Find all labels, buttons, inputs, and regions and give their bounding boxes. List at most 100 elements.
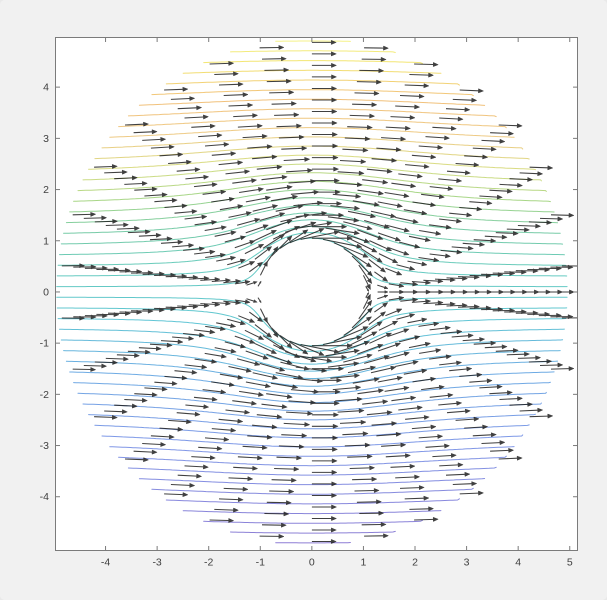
quiver-arrow-shaft (214, 508, 234, 511)
quiver-arrow-shaft (94, 165, 113, 168)
quiver-arrow-head (261, 445, 268, 450)
quiver-arrow-shaft (200, 303, 216, 305)
quiver-arrow-head (254, 361, 261, 366)
quiver-arrow-shaft (439, 464, 459, 467)
quiver-arrow-shaft (114, 404, 133, 407)
quiver-arrow-head (464, 107, 471, 113)
quiver-arrow-head (168, 434, 175, 440)
quiver-arrow-shaft (472, 147, 492, 150)
quiver-arrow-shaft (418, 145, 438, 148)
quiver-arrow-head (524, 227, 531, 233)
quiver-arrow-head (331, 120, 338, 126)
quiver-arrow-head (353, 217, 360, 223)
quiver-arrow-head (199, 332, 206, 338)
quiver-arrow-head (155, 232, 162, 238)
quiver-arrow-shaft (357, 345, 379, 355)
quiver-arrow-shaft (347, 210, 371, 217)
quiver-arrow-shaft (385, 455, 406, 458)
quiver-arrow-shaft (216, 322, 231, 327)
quiver-arrow-head (257, 187, 265, 193)
quiver-arrow-head (403, 227, 411, 233)
quiver-arrow-shaft (386, 353, 405, 360)
y-tick-label: 3 (43, 133, 49, 145)
quiver-arrow-head (203, 275, 210, 281)
quiver-arrow-shaft (419, 229, 437, 234)
quiver-arrow-head (405, 453, 412, 459)
quiver-arrow-shaft (399, 487, 420, 489)
quiver-arrow-head (256, 316, 264, 323)
quiver-arrow-head (447, 392, 454, 398)
streamline (127, 108, 497, 118)
quiver-arrow-shaft (254, 231, 273, 242)
quiver-arrow-head (527, 177, 534, 182)
quiver-arrow-head (479, 337, 486, 342)
y-tick-label: -1 (40, 338, 49, 350)
quiver-arrow-head (409, 463, 416, 469)
quiver-arrow-head (508, 131, 515, 136)
streamline (65, 360, 558, 387)
quiver-arrow-shaft (164, 493, 183, 496)
quiver-arrow-shaft (94, 220, 113, 223)
quiver-arrow-head (317, 200, 324, 206)
quiver-arrow-head (464, 471, 471, 477)
streamline (77, 391, 547, 412)
quiver-arrow-head (216, 446, 223, 451)
quiver-arrow-shaft (411, 280, 426, 284)
quiver-arrow-shaft (349, 114, 370, 117)
quiver-arrow-head (391, 157, 398, 163)
quiver-arrow-head (478, 490, 485, 496)
quiver-arrow-shaft (295, 366, 322, 371)
quiver-arrow-shaft (254, 324, 269, 335)
quiver-arrow-head (333, 230, 341, 236)
quiver-arrow-shaft (236, 219, 256, 226)
quiver-arrow-head (331, 469, 338, 475)
quiver-arrow-head (437, 434, 444, 439)
quiver-arrow-shaft (365, 286, 369, 291)
quiver-arrow-head (456, 329, 463, 335)
quiver-arrow-head (355, 193, 362, 199)
quiver-arrow-head (496, 384, 503, 390)
streamline (88, 413, 536, 430)
quiver-arrow-shaft (290, 191, 315, 195)
quiver-arrow-shaft (499, 183, 518, 186)
quiver-arrow-head (251, 178, 258, 184)
quiver-arrow-head (417, 405, 424, 411)
quiver-arrow-shaft (499, 398, 518, 401)
quiver-arrow-shaft (429, 327, 446, 331)
quiver-arrow-shaft (459, 492, 479, 495)
quiver-arrow-head (310, 357, 317, 363)
quiver-arrow-shaft (459, 206, 478, 210)
quiver-arrow-head (134, 353, 141, 358)
quiver-arrow-head (177, 239, 184, 245)
quiver-arrow-head (237, 418, 244, 424)
quiver-arrow-head (424, 341, 432, 347)
quiver-arrow-head (182, 492, 189, 498)
quiver-arrow-head (121, 169, 128, 175)
quiver-arrow-head (394, 236, 402, 242)
quiver-arrow-head (430, 202, 437, 208)
streamline (60, 212, 564, 245)
quiver-arrow-shaft (242, 445, 263, 449)
quiver-arrow-head (450, 453, 457, 458)
quiver-arrow-shaft (256, 414, 278, 418)
quiver-arrow-head (366, 307, 373, 314)
quiver-arrow-head (301, 145, 308, 151)
quiver-arrow-head (456, 249, 463, 255)
quiver-arrow-shaft (219, 206, 239, 211)
quiver-arrow-shaft (360, 323, 379, 337)
quiver-arrow-shaft (185, 404, 204, 408)
quiver-arrow-shaft (94, 361, 113, 364)
quiver-arrow-shaft (194, 251, 211, 255)
quiver-arrow-shaft (247, 435, 268, 438)
quiver-arrow-head (568, 212, 575, 218)
quiver-arrow-shaft (405, 416, 425, 420)
quiver-arrow-shaft (246, 282, 255, 286)
quiver-arrow-head (166, 342, 173, 348)
quiver-arrow-shaft (481, 442, 500, 445)
streamline (56, 237, 568, 288)
quiver-arrow-head (354, 205, 361, 211)
quiver-arrow-shaft (154, 199, 173, 203)
quiver-arrow-shaft (184, 216, 203, 220)
quiver-arrow-head (219, 252, 227, 258)
quiver-arrow-shaft (288, 180, 311, 184)
